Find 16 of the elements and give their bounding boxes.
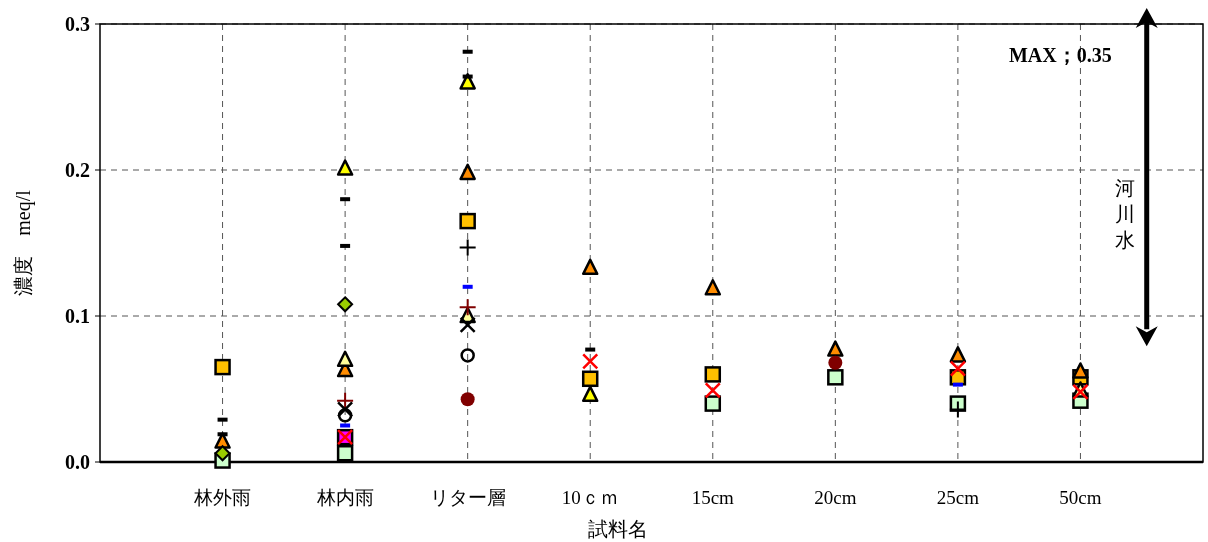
annotation: MAX；0.35 — [1008, 44, 1112, 66]
x-axis-title: 試料名 — [588, 518, 649, 540]
x-tick-label: 林内雨 — [315, 487, 374, 508]
x-tick-label: 20cm — [814, 487, 857, 508]
y-tick-label: 0.0 — [65, 451, 90, 473]
x-tick-label: 50cm — [1059, 487, 1102, 508]
x-tick-label: 15cm — [691, 487, 735, 508]
x-tick-label: 10ｃｍ — [561, 487, 619, 508]
y-tick-label: 0.1 — [65, 305, 90, 327]
x-tick-label: 25cm — [936, 487, 980, 508]
annotation: 河川水 — [1114, 176, 1135, 252]
y-tick-label: 0.3 — [65, 13, 90, 35]
y-tick-label: 0.2 — [65, 159, 90, 181]
y-axis-title: 濃度 meq/l — [12, 189, 35, 296]
x-tick-label: リター層 — [429, 487, 506, 508]
x-tick-label: 林外雨 — [193, 487, 252, 508]
